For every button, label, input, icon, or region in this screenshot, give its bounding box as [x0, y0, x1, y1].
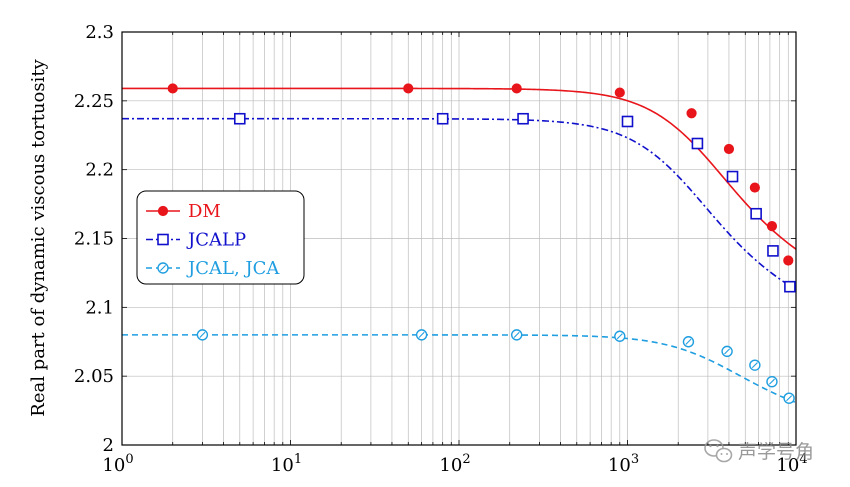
x-tick-label: 103 [608, 452, 639, 476]
watermark: 声学号角 [704, 439, 814, 463]
data-point-series-2 [750, 207, 762, 220]
data-point-series-3 [682, 336, 695, 348]
legend: DM JCALP JCAL, JCA [136, 190, 305, 285]
data-point-series-1 [403, 83, 414, 94]
legend-label: JCALP [186, 230, 246, 251]
data-point-series-1 [783, 255, 794, 266]
data-point-series-1 [614, 87, 625, 98]
y-tick-label: 2.25 [74, 91, 114, 112]
data-point-series-2 [726, 170, 739, 183]
x-tick-label: 100 [102, 452, 133, 476]
series-lines [122, 87, 796, 404]
x-tick-label: 102 [439, 452, 470, 476]
data-point-series-3 [415, 329, 428, 341]
data-point-series-2 [517, 112, 529, 125]
data-point-series-2 [691, 137, 704, 150]
y-tick-label: 2.05 [74, 366, 114, 387]
data-point-series-3 [721, 345, 733, 358]
y-axis-title: Real part of dynamic viscous tortuosity [28, 58, 49, 416]
legend-label: JCAL, JCA [186, 258, 280, 279]
data-point-series-1 [749, 182, 760, 193]
legend-entry: JCALP [146, 230, 246, 251]
legend-marker [157, 205, 169, 217]
data-point-series-3 [614, 330, 626, 342]
data-point-series-1 [723, 143, 735, 155]
x-tick-label: 101 [271, 452, 302, 476]
data-point-series-2 [436, 112, 449, 125]
legend-box [136, 190, 305, 285]
data-point-series-3 [510, 329, 523, 341]
y-tick-label: 2.15 [74, 229, 114, 250]
legend-label: DM [188, 201, 221, 222]
legend-marker [157, 262, 169, 274]
data-point-series-2 [621, 115, 634, 128]
data-point-series-3 [783, 392, 795, 404]
wechat-logo-icon [704, 439, 733, 463]
data-point-series-2 [767, 245, 779, 257]
legend-marker [157, 233, 169, 246]
y-tick-label: 2.1 [85, 297, 114, 318]
axis-ticks: 2 2.05 2.1 2.15 2.2 2.25 2.3 100 101 102 103 104 [74, 22, 808, 476]
data-point-series-1 [766, 221, 778, 232]
y-tick-label: 2.2 [85, 160, 114, 181]
data-point-series-3 [196, 329, 209, 341]
data-point-series-1 [686, 108, 697, 119]
data-point-series-2 [233, 112, 246, 125]
legend-entry: DM [146, 201, 221, 222]
series-line-1 [122, 87, 796, 250]
grid [122, 32, 796, 445]
y-tick-label: 2.3 [85, 22, 114, 43]
data-point-series-1 [167, 83, 178, 94]
x-tick-label: 104 [776, 452, 807, 476]
data-point-series-2 [784, 280, 796, 293]
data-point-series-3 [766, 375, 778, 388]
data-point-series-3 [749, 359, 761, 371]
legend-entry: JCAL, JCA [146, 258, 280, 279]
data-point-series-1 [511, 83, 522, 94]
series-markers [167, 83, 796, 404]
watermark-text: 声学号角 [738, 441, 814, 463]
series-line-3 [122, 334, 796, 404]
y-tick-label: 2 [103, 435, 114, 456]
